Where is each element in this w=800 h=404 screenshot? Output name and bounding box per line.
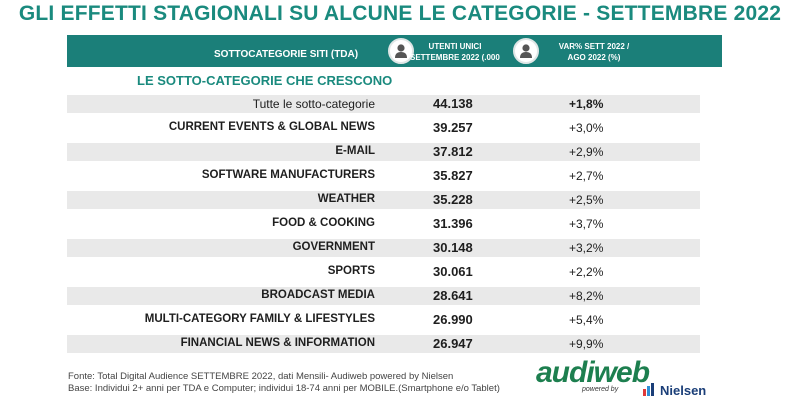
row-variation: +2,5% [569, 193, 604, 207]
row-variation: +2,2% [569, 265, 604, 279]
row-category: Tutte le sotto-categorie [252, 97, 375, 111]
row-users: 44.138 [433, 96, 473, 111]
row-category: MULTI-CATEGORY FAMILY & LIFESTYLES [144, 313, 375, 325]
row-category: SPORTS [327, 265, 375, 277]
row-variation: +5,4% [569, 313, 604, 327]
row-category: E-MAIL [335, 145, 375, 157]
row-users: 35.228 [433, 192, 473, 207]
row-category: FOOD & COOKING [272, 217, 375, 229]
row-users: 28.641 [433, 288, 473, 303]
row-variation: +9,9% [569, 337, 604, 351]
table-row: SPORTS 30.061 +2,2% [67, 263, 700, 281]
row-users: 26.947 [433, 336, 473, 351]
header-users-line1: UTENTI UNICI [428, 42, 482, 51]
row-users: 30.061 [433, 264, 473, 279]
logo-powered-by: powered by [582, 386, 619, 393]
row-variation: +2,7% [569, 169, 604, 183]
row-variation: +3,2% [569, 241, 604, 255]
header-users-column: UTENTI UNICI SETTEMBRE 2022 (.000) [410, 41, 500, 63]
row-users: 35.827 [433, 168, 473, 183]
row-category: WEATHER [317, 193, 375, 205]
page-title: GLI EFFETTI STAGIONALI SU ALCUNE LE CATE… [18, 2, 782, 25]
row-users: 39.257 [433, 120, 473, 135]
row-variation: +3,7% [569, 217, 604, 231]
row-variation: +3,0% [569, 121, 604, 135]
row-category: BROADCAST MEDIA [261, 289, 375, 301]
row-category: FINANCIAL NEWS & INFORMATION [180, 337, 375, 349]
table-row: FINANCIAL NEWS & INFORMATION 26.947 +9,9… [67, 335, 700, 353]
row-users: 26.990 [433, 312, 473, 327]
row-category: CURRENT EVENTS & GLOBAL NEWS [168, 121, 375, 133]
footnote-base: Base: Individui 2+ anni per TDA e Comput… [68, 383, 500, 394]
audiweb-logo: audiweb powered by Nielsen [536, 356, 716, 398]
table-row: CURRENT EVENTS & GLOBAL NEWS 39.257 +3,0… [67, 119, 700, 137]
header-var-line1: VAR% SETT 2022 / [558, 42, 630, 51]
footnote-source: Fonte: Total Digital Audience SETTEMBRE … [68, 371, 454, 382]
header-category-label: SOTTOCATEGORIE SITI (TDA) [214, 49, 359, 60]
row-users: 37.812 [433, 144, 473, 159]
table-row-total: Tutte le sotto-categorie 44.138 +1,8% [67, 95, 700, 113]
row-users: 30.148 [433, 240, 473, 255]
table-row: MULTI-CATEGORY FAMILY & LIFESTYLES 26.99… [67, 311, 700, 329]
logo-brand: audiweb [536, 356, 650, 389]
row-variation: +8,2% [569, 289, 604, 303]
row-variation: +2,9% [569, 145, 604, 159]
row-category: GOVERNMENT [292, 241, 375, 253]
nielsen-mark-icon [643, 383, 654, 396]
row-users: 31.396 [433, 216, 473, 231]
table-row: SOFTWARE MANUFACTURERS 35.827 +2,7% [67, 167, 700, 185]
row-category: SOFTWARE MANUFACTURERS [201, 169, 375, 181]
header-var-column: VAR% SETT 2022 / AGO 2022 (%) [540, 41, 648, 63]
table-row: BROADCAST MEDIA 28.641 +8,2% [67, 287, 700, 305]
row-variation: +1,8% [569, 97, 604, 111]
user-icon [513, 38, 539, 64]
table-row: FOOD & COOKING 31.396 +3,7% [67, 215, 700, 233]
table-row: WEATHER 35.228 +2,5% [67, 191, 700, 209]
table-row: GOVERNMENT 30.148 +3,2% [67, 239, 700, 257]
user-icon [388, 38, 414, 64]
section-title: LE SOTTO-CATEGORIE CHE CRESCONO [137, 73, 393, 88]
header-users-line2: SETTEMBRE 2022 (.000) [410, 53, 500, 62]
header-var-line2: AGO 2022 (%) [567, 53, 621, 62]
logo-partner: Nielsen [660, 383, 707, 398]
table-row: E-MAIL 37.812 +2,9% [67, 143, 700, 161]
